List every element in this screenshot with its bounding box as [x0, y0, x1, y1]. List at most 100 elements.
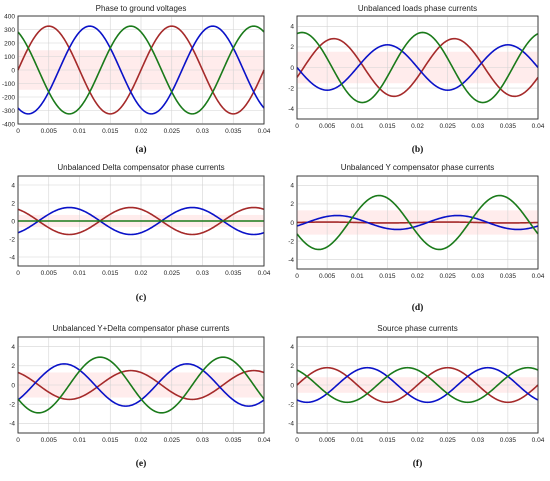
- y-tick-label: 2: [290, 201, 294, 208]
- x-tick-label: 0.02: [411, 273, 424, 280]
- plot-border: [296, 175, 539, 270]
- y-tick-label: -4: [288, 106, 294, 113]
- y-tick-label: 300: [4, 27, 15, 34]
- x-tick-label: 0.04: [258, 270, 271, 277]
- x-tick-label: 0.015: [379, 273, 396, 280]
- series-line-3: [296, 31, 539, 104]
- x-tick-label: 0.025: [439, 123, 456, 130]
- panel-caption: (b): [412, 144, 424, 155]
- x-tick-label: 0.01: [351, 437, 364, 444]
- y-tick-label: 4: [290, 24, 294, 31]
- series-line-2: [296, 366, 539, 404]
- y-tick-label: 0: [290, 382, 294, 389]
- x-tick-label: 0.03: [471, 123, 484, 130]
- x-tick-label: 0: [16, 270, 20, 277]
- x-tick-label: 0.01: [73, 270, 86, 277]
- plot-border: [17, 15, 265, 125]
- panel-title: Unbalanced Y compensator phase currents: [341, 163, 495, 172]
- y-tick-label: 4: [11, 344, 15, 351]
- y-tick-label: 200: [4, 40, 15, 47]
- panel-f: 0 0.005 0.01 0.015 0.02 0.025 0.03 0.035 0.04 -4 -…: [288, 324, 544, 469]
- y-tick-label: -4: [9, 421, 15, 428]
- x-tick-label: 0.005: [41, 270, 58, 277]
- panel-b: 0 0.005 0.01 0.015 0.02 0.025 0.03 0.035 0.04 -4 -…: [288, 4, 544, 155]
- series-line-2: [296, 44, 539, 91]
- y-tick-label: -2: [288, 238, 294, 245]
- x-tick-label: 0.035: [500, 437, 517, 444]
- x-tick-label: 0.01: [73, 128, 86, 135]
- x-tick-label: 0.025: [164, 270, 181, 277]
- x-tick-label: 0.015: [102, 437, 119, 444]
- plot-border: [17, 175, 265, 267]
- y-tick-label: 0: [11, 67, 15, 74]
- y-tick-label: 400: [4, 13, 15, 20]
- x-tick-label: 0.005: [319, 273, 336, 280]
- x-tick-label: 0.005: [319, 123, 336, 130]
- y-tick-label: -4: [9, 254, 15, 261]
- x-tick-label: 0.04: [532, 273, 545, 280]
- x-tick-label: 0.005: [41, 437, 58, 444]
- y-tick-label: 2: [11, 200, 15, 207]
- x-tick-label: 0: [295, 123, 299, 130]
- series-line-2: [296, 214, 539, 231]
- y-tick-label: 2: [290, 44, 294, 51]
- plot-border: [296, 15, 539, 120]
- x-tick-label: 0.03: [471, 437, 484, 444]
- x-tick-label: 0.02: [135, 437, 148, 444]
- x-tick-label: 0: [16, 437, 20, 444]
- x-tick-label: 0.015: [379, 123, 396, 130]
- series-line-2: [17, 25, 265, 115]
- x-tick-label: 0.015: [379, 437, 396, 444]
- x-tick-label: 0.03: [196, 128, 209, 135]
- series-line-1: [296, 37, 539, 98]
- series-line-1: [17, 369, 265, 401]
- x-tick-label: 0: [295, 437, 299, 444]
- y-tick-label: 0: [290, 65, 294, 72]
- x-tick-label: 0: [295, 273, 299, 280]
- series-line-1: [296, 221, 539, 224]
- x-tick-label: 0.025: [164, 437, 181, 444]
- x-tick-label: 0: [16, 128, 20, 135]
- panel-title: Unbalanced loads phase currents: [358, 4, 477, 13]
- panel-caption: (c): [136, 292, 147, 303]
- panel-caption: (e): [136, 458, 147, 469]
- y-tick-label: -4: [288, 257, 294, 264]
- x-tick-label: 0.04: [532, 123, 545, 130]
- y-tick-label: -300: [2, 108, 15, 115]
- panel-title: Source phase currents: [377, 324, 458, 333]
- x-tick-label: 0.01: [351, 123, 364, 130]
- x-tick-label: 0.005: [41, 128, 58, 135]
- y-tick-label: 2: [290, 363, 294, 370]
- panel-title: Unbalanced Delta compensator phase curre…: [57, 163, 224, 172]
- x-tick-label: 0.03: [196, 270, 209, 277]
- x-tick-label: 0.015: [102, 270, 119, 277]
- x-tick-label: 0.01: [351, 273, 364, 280]
- x-tick-label: 0.04: [532, 437, 545, 444]
- panel-caption: (d): [412, 302, 424, 313]
- series-line-3: [296, 366, 539, 404]
- y-tick-label: 0: [11, 218, 15, 225]
- panel-title: Unbalanced Y+Delta compensator phase cur…: [52, 324, 229, 333]
- x-tick-label: 0.015: [102, 128, 119, 135]
- y-tick-label: -4: [288, 421, 294, 428]
- x-tick-label: 0.005: [319, 437, 336, 444]
- x-tick-label: 0.035: [225, 128, 242, 135]
- series-line-3: [296, 194, 539, 251]
- panel-title: Phase to ground voltages: [96, 4, 187, 13]
- panel-e: 0 0.005 0.01 0.015 0.02 0.025 0.03 0.035 0.04 -4 -…: [9, 324, 270, 469]
- y-tick-label: 2: [11, 363, 15, 370]
- x-tick-label: 0.025: [164, 128, 181, 135]
- panel-caption: (a): [135, 144, 146, 155]
- x-tick-label: 0.01: [73, 437, 86, 444]
- x-tick-label: 0.04: [258, 437, 271, 444]
- y-tick-label: 4: [290, 344, 294, 351]
- x-tick-label: 0.02: [135, 128, 148, 135]
- x-tick-label: 0.02: [411, 437, 424, 444]
- y-tick-label: 0: [290, 220, 294, 227]
- panel-caption: (f): [413, 458, 423, 469]
- y-tick-label: 4: [11, 182, 15, 189]
- series-line-1: [296, 366, 539, 404]
- x-tick-label: 0.02: [135, 270, 148, 277]
- y-tick-label: -100: [2, 81, 15, 88]
- y-tick-label: -2: [288, 85, 294, 92]
